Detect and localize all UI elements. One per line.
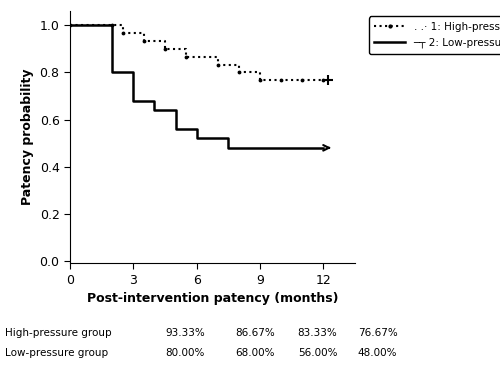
- Legend: . .· 1: High-pressure Balloon, ─┬ 2: Low-pressure Balloon: . .· 1: High-pressure Balloon, ─┬ 2: Low…: [369, 17, 500, 54]
- Text: 56.00%: 56.00%: [298, 349, 337, 358]
- Text: 86.67%: 86.67%: [235, 328, 275, 338]
- Text: 48.00%: 48.00%: [358, 349, 397, 358]
- Text: Low-pressure group: Low-pressure group: [5, 349, 108, 358]
- Text: 80.00%: 80.00%: [166, 349, 204, 358]
- Text: 83.33%: 83.33%: [298, 328, 338, 338]
- Text: High-pressure group: High-pressure group: [5, 328, 112, 338]
- Text: 76.67%: 76.67%: [358, 328, 398, 338]
- Text: 68.00%: 68.00%: [236, 349, 275, 358]
- X-axis label: Post-intervention patency (months): Post-intervention patency (months): [87, 292, 338, 305]
- Y-axis label: Patency probability: Patency probability: [21, 69, 34, 206]
- Text: 93.33%: 93.33%: [165, 328, 205, 338]
